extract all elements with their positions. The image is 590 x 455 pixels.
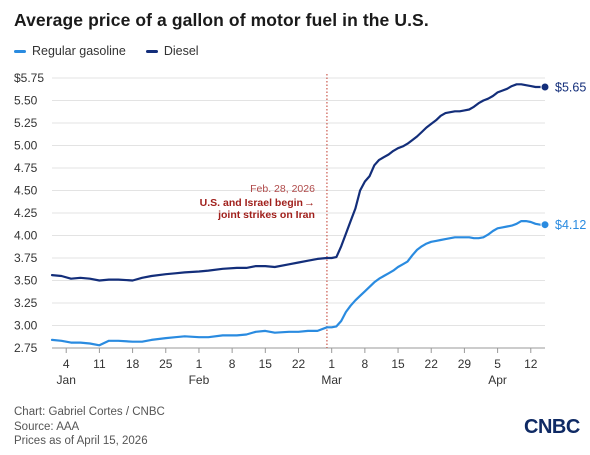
- x-month-label: Mar: [321, 373, 342, 387]
- y-tick-label: 4.75: [14, 161, 38, 175]
- y-tick-label: 5.00: [14, 139, 38, 153]
- cnbc-logo: CNBC: [524, 416, 580, 438]
- legend-item-diesel: Diesel: [145, 44, 199, 58]
- y-tick-label: 4.50: [14, 184, 38, 198]
- legend-label-diesel: Diesel: [163, 44, 199, 58]
- legend-swatch-regular: [14, 49, 26, 53]
- y-tick-label: $5.75: [14, 71, 44, 85]
- x-tick-label: 11: [93, 357, 106, 371]
- x-tick-label: 22: [425, 357, 439, 371]
- y-tick-label: 5.25: [14, 116, 38, 130]
- page-title: Average price of a gallon of motor fuel …: [14, 10, 429, 30]
- x-tick-label: 12: [524, 357, 538, 371]
- x-tick-label: 18: [126, 357, 140, 371]
- x-month-label: Apr: [488, 373, 507, 387]
- x-tick-label: 25: [159, 357, 173, 371]
- end-value-label-diesel: $5.65: [555, 81, 586, 95]
- x-tick-label: 22: [292, 357, 306, 371]
- legend-swatch-diesel: [145, 49, 158, 53]
- annotation-text-line-2: joint strikes on Iran: [217, 209, 315, 221]
- source-note: Source: AAA: [14, 420, 80, 433]
- series-line-diesel: [50, 83, 547, 282]
- end-point-diesel: [540, 82, 550, 92]
- x-tick-label: 4: [63, 357, 70, 371]
- x-tick-label: 1: [328, 357, 335, 371]
- y-tick-label: 4.25: [14, 206, 38, 220]
- y-tick-label: 3.50: [14, 274, 38, 288]
- x-tick-label: 5: [494, 357, 501, 371]
- x-month-label: Jan: [57, 373, 76, 387]
- annotation-date: Feb. 28, 2026: [250, 183, 315, 195]
- footer: Chart: Gabriel Cortes / CNBC Source: AAA…: [14, 405, 165, 449]
- line-chart: $5.75 5.50 5.25 5.00 4.75 4.50 4.25 4.00 3.75 3.5…: [14, 71, 586, 387]
- y-tick-label: 3.25: [14, 296, 38, 310]
- annotation-arrow: →: [304, 197, 315, 209]
- x-month-label: Feb: [189, 373, 210, 387]
- x-tick-label: 1: [196, 357, 203, 371]
- annotation-text-line-1: U.S. and Israel begin: [200, 197, 303, 209]
- legend: Regular gasoline Diesel: [14, 44, 199, 58]
- x-tick-label: 15: [259, 357, 273, 371]
- chart-credit: Chart: Gabriel Cortes / CNBC: [14, 406, 165, 418]
- y-tick-label: 4.00: [14, 229, 38, 243]
- x-tick-label: 8: [229, 357, 236, 371]
- x-tick-label: 8: [362, 357, 369, 371]
- end-value-label-regular: $4.12: [555, 218, 586, 232]
- y-tick-label: 2.75: [14, 341, 38, 355]
- legend-item-regular: Regular gasoline: [14, 44, 126, 58]
- x-tick-label: 15: [391, 357, 405, 371]
- y-tick-label: 3.00: [14, 319, 38, 333]
- legend-label-regular: Regular gasoline: [32, 44, 126, 58]
- y-tick-label: 5.50: [14, 94, 38, 108]
- end-point-regular: [540, 220, 550, 230]
- y-tick-label: 3.75: [14, 251, 38, 265]
- as-of-note: Prices as of April 15, 2026: [14, 435, 148, 447]
- x-tick-label: 29: [458, 357, 472, 371]
- series-line-regular: [50, 220, 547, 347]
